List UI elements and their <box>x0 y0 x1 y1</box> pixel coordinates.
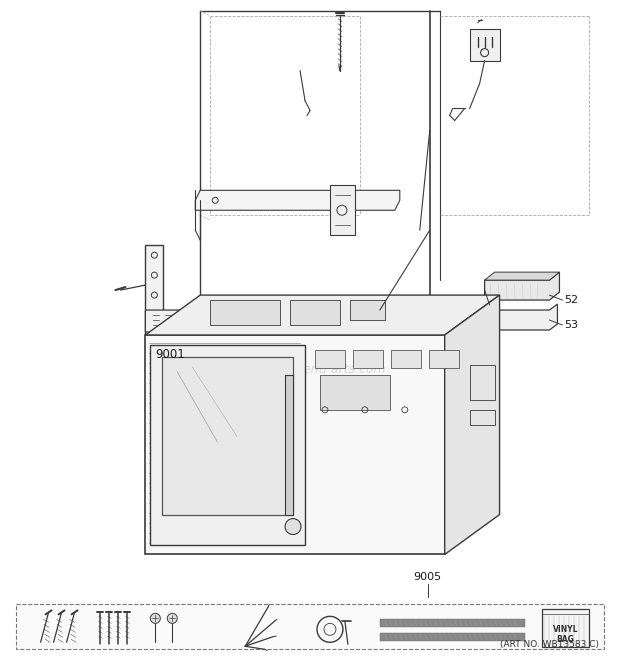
Bar <box>469 365 495 400</box>
Bar <box>285 375 293 514</box>
Polygon shape <box>490 304 557 330</box>
Bar <box>290 300 340 325</box>
Polygon shape <box>145 300 469 332</box>
Bar <box>380 619 525 627</box>
Polygon shape <box>145 295 500 335</box>
Bar <box>391 350 421 368</box>
Circle shape <box>285 519 301 535</box>
Bar <box>16 604 604 649</box>
Text: 53: 53 <box>564 320 578 330</box>
Bar <box>469 28 500 61</box>
Polygon shape <box>445 295 500 555</box>
Bar <box>353 350 383 368</box>
Bar <box>145 245 163 335</box>
Bar <box>350 300 385 320</box>
Bar <box>315 350 345 368</box>
Polygon shape <box>145 335 445 555</box>
Text: eReplacementParts.com: eReplacementParts.com <box>234 364 386 376</box>
Bar <box>469 410 495 425</box>
Bar <box>542 609 590 647</box>
Text: 9001: 9001 <box>156 348 185 362</box>
Text: VINYL: VINYL <box>552 625 578 634</box>
Circle shape <box>151 613 161 623</box>
Text: 9005: 9005 <box>414 572 442 582</box>
Polygon shape <box>485 272 559 280</box>
Bar <box>162 357 293 514</box>
Text: BAG: BAG <box>557 635 574 644</box>
Text: 52: 52 <box>564 295 578 305</box>
Bar <box>320 375 390 410</box>
Bar <box>380 633 525 641</box>
Polygon shape <box>485 272 559 300</box>
Bar <box>429 350 459 368</box>
Bar <box>469 300 477 322</box>
Text: (ART NO. WB13583 C): (ART NO. WB13583 C) <box>500 641 600 649</box>
Bar <box>210 300 280 325</box>
Bar <box>330 185 355 235</box>
Polygon shape <box>454 300 469 332</box>
Bar <box>151 345 305 545</box>
Circle shape <box>167 613 177 623</box>
Polygon shape <box>195 190 400 210</box>
